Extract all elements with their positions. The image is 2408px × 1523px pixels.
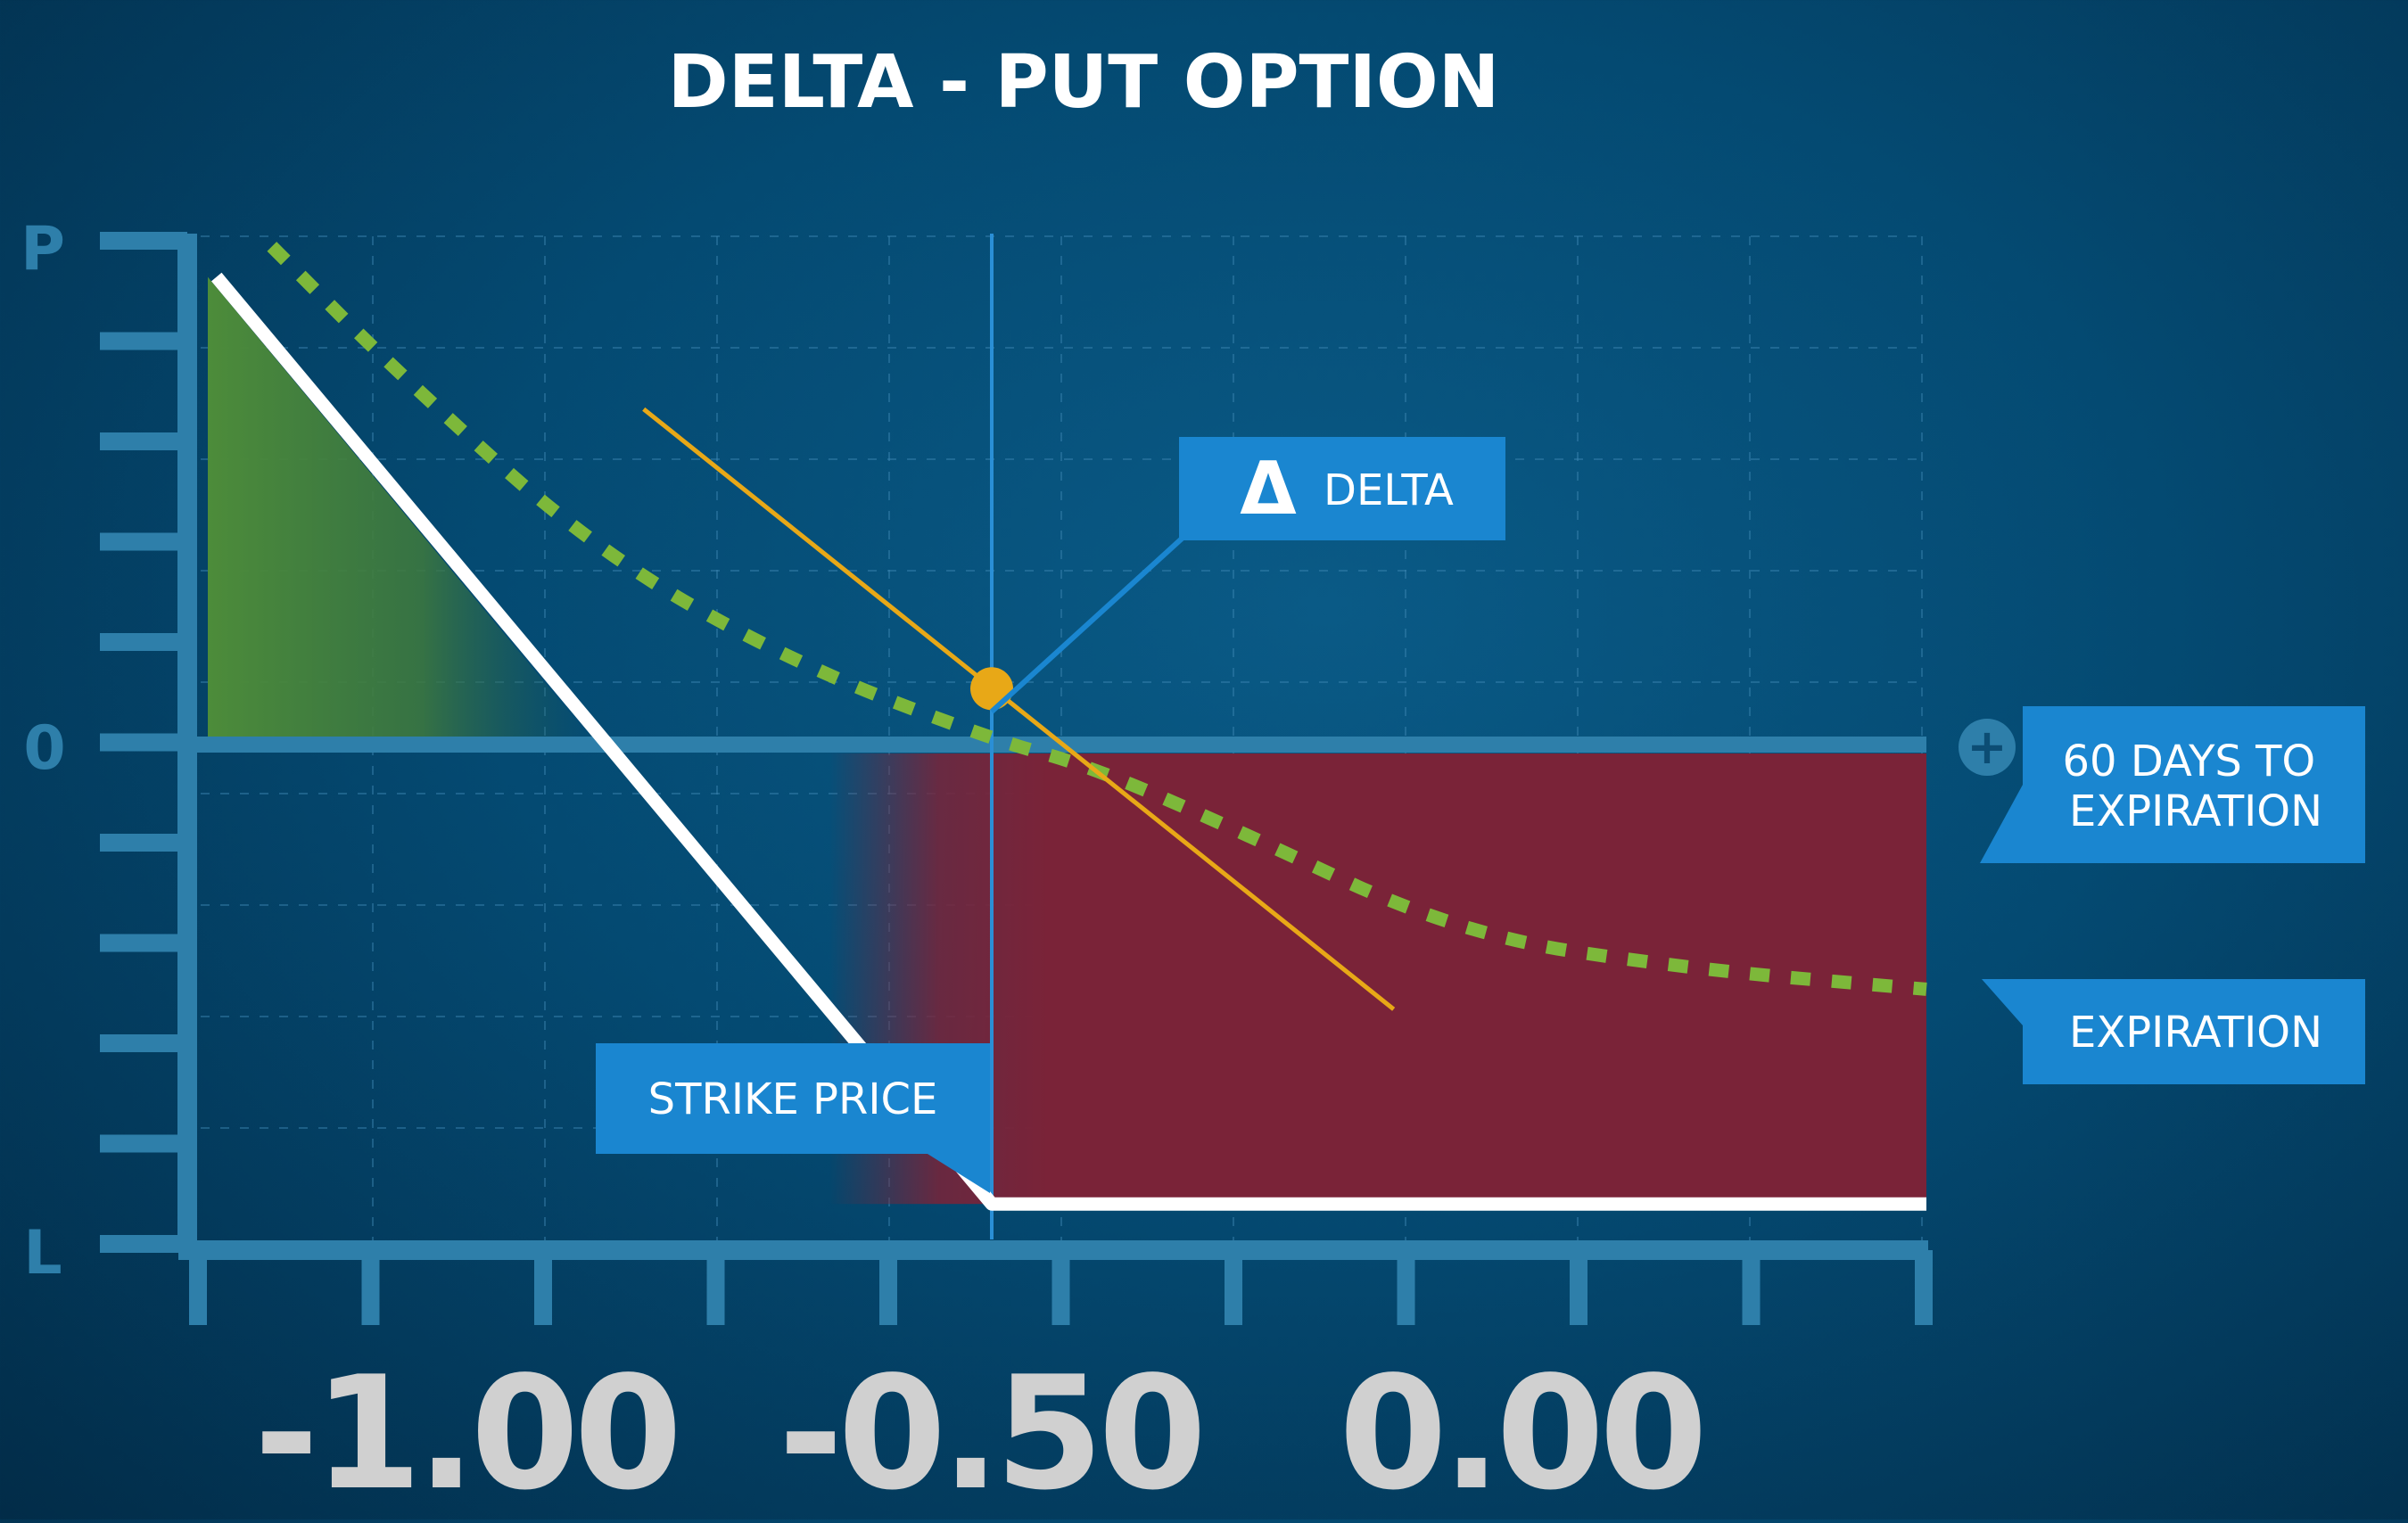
delta-tangent-line xyxy=(642,407,1396,1011)
chart-title: DELTA - PUT OPTION xyxy=(668,40,1500,125)
y-axis-zero-label: 0 xyxy=(23,713,65,784)
y-axis-profit-label: P xyxy=(21,214,65,284)
delta-callout-leader xyxy=(989,528,1193,714)
series-60-days xyxy=(267,242,1927,996)
y-axis-loss-label: L xyxy=(23,1218,62,1288)
x-tick-labels: -1.00 -0.50 0.00 xyxy=(254,1344,1708,1523)
strike-price-callout: STRIKE PRICE xyxy=(596,1043,990,1193)
series-expiration xyxy=(210,272,1926,1211)
x-tick-label: -1.00 xyxy=(254,1344,677,1519)
x-tick-label: 0.00 xyxy=(1339,1344,1703,1519)
delta-point xyxy=(970,667,1013,711)
strike-price-label: STRIKE PRICE xyxy=(648,1074,938,1124)
legend-60-days: 60 DAYS TO EXPIRATION xyxy=(1980,706,2365,863)
x-tick-label: -0.50 xyxy=(779,1344,1201,1519)
plus-icon: + xyxy=(1959,719,2016,776)
svg-text:+: + xyxy=(1967,719,2007,775)
delta-callout-label: DELTA xyxy=(1324,465,1454,515)
axes xyxy=(100,232,1933,1325)
delta-callout: Δ DELTA xyxy=(1179,437,1505,540)
delta-symbol-icon: Δ xyxy=(1240,447,1297,531)
legend-60-days-label: 60 DAYS TO EXPIRATION xyxy=(2063,737,2330,836)
legend-expiration: EXPIRATION xyxy=(1982,979,2365,1084)
profit-area xyxy=(208,276,597,745)
loss-area xyxy=(829,753,1926,1205)
legend-expiration-label: EXPIRATION xyxy=(2069,1008,2322,1058)
